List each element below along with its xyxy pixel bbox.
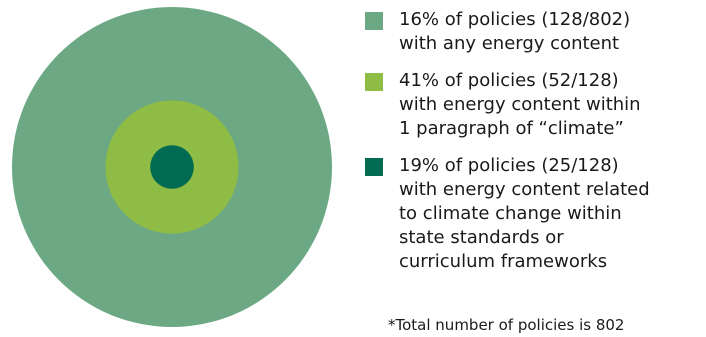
legend-label-line: 1 paragraph of “climate” <box>399 118 624 139</box>
legend-swatch <box>365 73 383 91</box>
legend-label-line: with energy content within <box>399 94 641 115</box>
legend-item-1: 16% of policies (128/802) with any energy… <box>365 8 701 56</box>
legend-label-line: with any energy content <box>399 33 620 54</box>
legend-item-3: 19% of policies (25/128) with energy cont… <box>365 154 701 274</box>
legend-swatch <box>365 158 383 176</box>
legend: 16% of policies (128/802) with any energy… <box>365 8 701 287</box>
legend-label-line: to climate change within <box>399 203 622 224</box>
legend-label-line: 19% of policies (25/128) <box>399 155 619 176</box>
legend-label-line: with energy content related <box>399 179 650 200</box>
legend-swatch <box>365 12 383 30</box>
legend-item-2: 41% of policies (52/128) with energy cont… <box>365 69 701 141</box>
nested-circle-chart <box>12 7 332 327</box>
legend-label-line: 16% of policies (128/802) <box>399 9 631 30</box>
legend-label-line: curriculum frameworks <box>399 251 608 272</box>
footnote: *Total number of policies is 802 <box>388 316 625 334</box>
legend-label-line: 41% of policies (52/128) <box>399 70 619 91</box>
legend-label-line: state standards or <box>399 227 564 248</box>
circle-level-3 <box>150 145 194 189</box>
